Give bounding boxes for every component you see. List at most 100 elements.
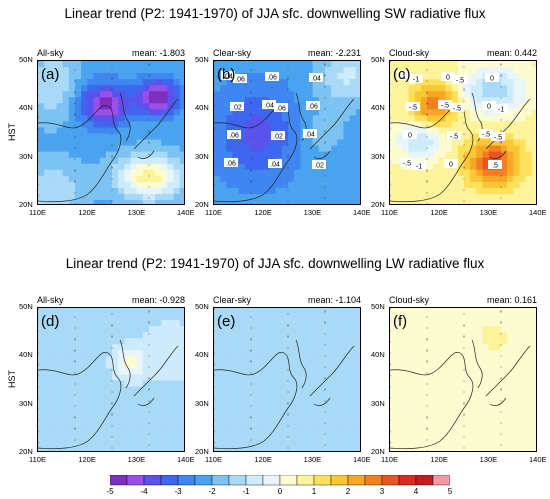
field-cell (142, 163, 150, 171)
field-cell (501, 163, 508, 171)
field-cell (179, 175, 184, 183)
field-cell (439, 446, 447, 451)
field-cell (155, 308, 162, 315)
field-cell (75, 157, 82, 165)
field-cell (62, 115, 70, 123)
field-cell (99, 428, 107, 436)
field-cell (408, 151, 416, 159)
field-cell (142, 97, 150, 104)
field-cell (325, 332, 332, 339)
significance-dot (111, 88, 113, 90)
field-cell (349, 139, 357, 147)
field-cell (105, 404, 113, 412)
field-cell (112, 320, 119, 327)
field-cell (99, 374, 107, 382)
significance-dot (250, 394, 252, 396)
field-cell (214, 133, 221, 141)
field-cell (390, 434, 397, 442)
field-cell (464, 157, 471, 165)
field-cell (501, 320, 508, 327)
significance-dot (324, 411, 326, 413)
field-cell (525, 434, 533, 442)
significance-dot (463, 66, 465, 68)
field-cell (130, 332, 138, 339)
field-cell (118, 67, 125, 74)
field-cell (93, 67, 101, 74)
field-cell (445, 440, 453, 448)
field-cell (414, 410, 422, 418)
significance-dot (111, 391, 113, 393)
significance-dot (250, 383, 252, 385)
contour-label-bg (397, 71, 411, 80)
field-cell (457, 440, 465, 448)
field-cell (161, 320, 169, 327)
field-cell (396, 374, 403, 382)
field-cell (62, 199, 70, 204)
field-cell (294, 422, 301, 430)
field-cell (445, 404, 453, 412)
field-cell (325, 139, 332, 147)
field-cell (531, 145, 536, 153)
field-cell (173, 362, 181, 370)
field-cell (300, 163, 308, 171)
field-cell (257, 338, 264, 345)
field-cell (75, 79, 82, 86)
field-cell (124, 440, 132, 448)
field-cell (81, 67, 88, 74)
significance-dot (214, 442, 215, 444)
field-cell (396, 187, 403, 195)
field-cell (130, 428, 138, 436)
field-cell (451, 139, 459, 147)
field-cell (525, 326, 533, 333)
field-cell (269, 332, 277, 339)
field-cell (118, 326, 125, 333)
field-cell (288, 332, 295, 339)
field-cell (331, 380, 338, 388)
field-cell (531, 446, 536, 451)
field-cell (414, 175, 422, 183)
field-cell (306, 85, 314, 92)
field-cell (451, 61, 459, 68)
significance-dot (111, 414, 113, 416)
field-cell (513, 151, 521, 159)
field-cell (525, 422, 533, 430)
field-cell (343, 434, 351, 442)
field-cell (513, 314, 521, 321)
field-cell (105, 392, 113, 400)
field-cell (75, 181, 82, 189)
field-cell (355, 404, 360, 412)
field-cell (257, 193, 264, 201)
field-cell (238, 398, 246, 406)
field-cell (414, 169, 422, 177)
significance-dot (426, 417, 428, 419)
field-cell (343, 410, 351, 418)
field-cell (226, 109, 234, 116)
field-cell (118, 446, 125, 451)
field-cell (476, 157, 484, 165)
field-cell (263, 67, 271, 74)
field-cell (402, 398, 410, 406)
field-cell (167, 67, 175, 74)
field-cell (482, 175, 490, 183)
field-cell (420, 139, 428, 147)
field-cell (331, 97, 338, 104)
significance-dot (214, 184, 215, 186)
field-cell (439, 326, 447, 333)
field-cell (433, 350, 440, 357)
field-cell (56, 320, 64, 327)
field-cell (167, 79, 175, 86)
field-cell (331, 187, 338, 195)
field-cell (402, 386, 410, 394)
field-cell (142, 308, 150, 315)
field-cell (507, 332, 514, 339)
field-cell (118, 410, 125, 418)
field-cell (331, 332, 338, 339)
field-cell (68, 398, 76, 406)
field-cell (343, 103, 351, 110)
field-cell (232, 392, 240, 400)
field-cell (427, 91, 434, 98)
field-cell (482, 163, 490, 171)
field-cell (136, 187, 144, 195)
field-cell (232, 85, 240, 92)
field-cell (220, 374, 227, 382)
